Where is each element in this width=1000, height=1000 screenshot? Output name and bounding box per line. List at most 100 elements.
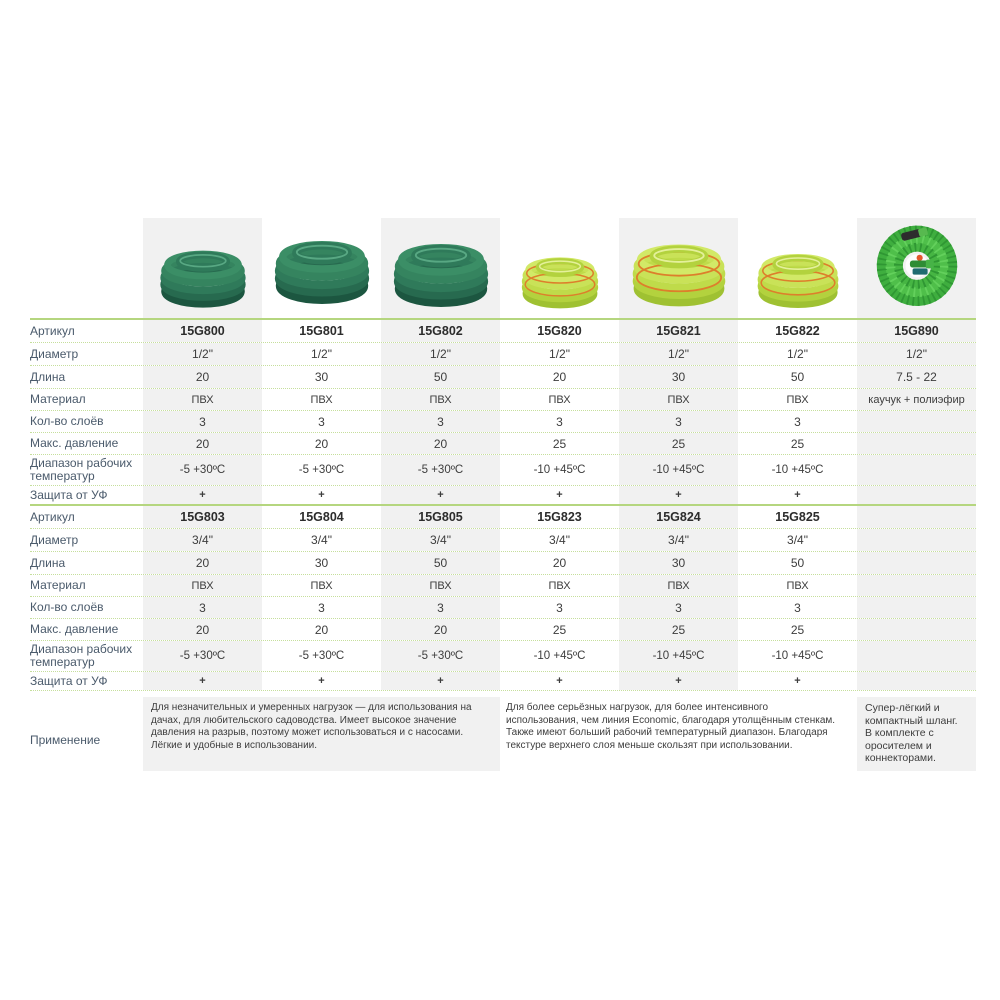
- cell-temp: [857, 455, 976, 485]
- cell-length: 20: [143, 366, 262, 388]
- cell-length: 50: [381, 366, 500, 388]
- cell-article: 15G804: [299, 510, 344, 524]
- cell-temp: [857, 641, 976, 671]
- cell-diameter: 1/2": [619, 343, 738, 365]
- hose-coil-dark-green-icon: [393, 244, 488, 307]
- cell-material: ПВХ: [381, 575, 500, 596]
- cell-length: 20: [552, 370, 567, 384]
- cell-diameter: 1/2": [381, 343, 500, 365]
- cell-layers: 3: [318, 414, 325, 429]
- cell-article: 15G890: [857, 320, 976, 342]
- cell-length: 30: [619, 366, 738, 388]
- cell-uv: +: [381, 486, 500, 504]
- cell-pressure: 25: [619, 619, 738, 640]
- cell-layers: 3: [556, 414, 563, 429]
- cell-length: 50: [790, 556, 805, 570]
- application-text-expandable: Супер-лёгкий и компактный шланг. В компл…: [857, 697, 976, 771]
- cell-temp: -5 +30ºС: [298, 464, 345, 476]
- hose-coil-yellow-green-icon: [757, 254, 838, 308]
- cell-layers: 3: [619, 597, 738, 618]
- cell-article: 15G801: [299, 324, 344, 338]
- product-image-cell-15g890: [857, 210, 976, 318]
- cell-uv: [857, 486, 976, 504]
- row-label-temp: Диапазон рабочих температур: [30, 642, 133, 669]
- cell-article: 15G820: [537, 324, 582, 338]
- cell-length: 30: [314, 370, 329, 384]
- row-label-pressure: Макс. давление: [30, 622, 119, 636]
- cell-pressure: 20: [381, 433, 500, 454]
- cell-article: 15G821: [619, 320, 738, 342]
- cell-material: ПВХ: [143, 575, 262, 596]
- cell-temp: -10 +45ºС: [533, 464, 586, 476]
- product-row-spacer: [30, 210, 143, 318]
- row-label-uv: Защита от УФ: [30, 487, 108, 502]
- cell-diameter: 3/4": [619, 529, 738, 551]
- spec-row-length: Длина 20 30 50 20 30 50: [30, 551, 976, 574]
- cell-temp: -10 +45ºС: [533, 650, 586, 662]
- cell-article: 15G802: [381, 320, 500, 342]
- cell-pressure: 20: [314, 622, 329, 637]
- spec-row-layers: Кол-во слоёв 3 3 3 3 3 3: [30, 596, 976, 618]
- cell-uv: +: [318, 675, 325, 687]
- cell-material: ПВХ: [786, 393, 809, 406]
- expandable-hose-icon: [876, 225, 957, 306]
- cell-article: 15G824: [619, 506, 738, 528]
- hose-coil-dark-green-icon: [274, 241, 369, 304]
- spec-row-diameter: Диаметр 1/2" 1/2" 1/2" 1/2" 1/2" 1/2" 1/2": [30, 342, 976, 365]
- cell-uv: +: [318, 489, 325, 501]
- cell-temp: -5 +30ºС: [298, 650, 345, 662]
- cell-pressure: 25: [552, 622, 567, 637]
- product-image-cell-15g802: [381, 210, 500, 318]
- hose-coil-yellow-green-icon: [521, 257, 598, 309]
- cell-layers: [857, 597, 976, 618]
- cell-material: ПВХ: [143, 389, 262, 410]
- row-label-layers: Кол-во слоёв: [30, 414, 104, 428]
- application-row: Применение Для незначительных и умеренны…: [30, 690, 976, 782]
- cell-length: 50: [790, 370, 805, 384]
- row-label-article: Артикул: [30, 509, 75, 524]
- cell-layers: 3: [556, 600, 563, 615]
- row-label-diameter: Диаметр: [30, 532, 79, 547]
- cell-pressure: 25: [790, 622, 805, 637]
- row-label-temp: Диапазон рабочих температур: [30, 456, 133, 483]
- cell-temp: -5 +30ºС: [143, 641, 262, 671]
- spec-row-temp: Диапазон рабочих температур -5 +30ºС -5 +3…: [30, 640, 976, 671]
- cell-temp: -10 +45ºС: [619, 641, 738, 671]
- cell-uv: +: [143, 486, 262, 504]
- cell-material: ПВХ: [548, 393, 571, 406]
- product-images-row: [30, 210, 976, 318]
- cell-diameter: 3/4": [787, 533, 808, 547]
- application-text-standard: Для более серьёзных нагрузок, для более …: [506, 702, 836, 751]
- cell-material: каучук + полиэфир: [857, 389, 976, 410]
- cell-pressure: 20: [314, 436, 329, 451]
- product-image-cell-15g821: [619, 210, 738, 318]
- cell-material: [857, 575, 976, 596]
- cell-pressure: 25: [552, 436, 567, 451]
- cell-uv: +: [556, 675, 563, 687]
- cell-pressure: [857, 433, 976, 454]
- cell-layers: 3: [381, 411, 500, 432]
- cell-temp: -10 +45ºС: [619, 455, 738, 485]
- cell-pressure: 25: [619, 433, 738, 454]
- hose-coil-dark-green-icon: [159, 250, 246, 308]
- cell-length: 30: [619, 552, 738, 574]
- cell-layers: 3: [318, 600, 325, 615]
- cell-layers: 3: [619, 411, 738, 432]
- cell-diameter: 3/4": [549, 533, 570, 547]
- product-image-cell-15g800: [143, 210, 262, 318]
- cell-length: 20: [143, 552, 262, 574]
- spec-row-temp: Диапазон рабочих температур -5 +30ºС -5 +3…: [30, 454, 976, 485]
- cell-material: ПВХ: [619, 575, 738, 596]
- cell-temp: -5 +30ºС: [143, 455, 262, 485]
- spec-row-pressure: Макс. давление 20 20 20 25 25 25: [30, 432, 976, 454]
- cell-uv: [857, 672, 976, 690]
- row-label-pressure: Макс. давление: [30, 436, 119, 450]
- spec-row-material: Материал ПВХ ПВХ ПВХ ПВХ ПВХ ПВХ: [30, 574, 976, 596]
- application-text-economic: Для незначительных и умеренных нагрузок …: [143, 697, 500, 771]
- cell-uv: +: [619, 486, 738, 504]
- spec-row-uv: Защита от УФ + + + + + +: [30, 485, 976, 504]
- cell-temp: -5 +30ºС: [381, 641, 500, 671]
- cell-layers: 3: [794, 414, 801, 429]
- spec-row-layers: Кол-во слоёв 3 3 3 3 3 3: [30, 410, 976, 432]
